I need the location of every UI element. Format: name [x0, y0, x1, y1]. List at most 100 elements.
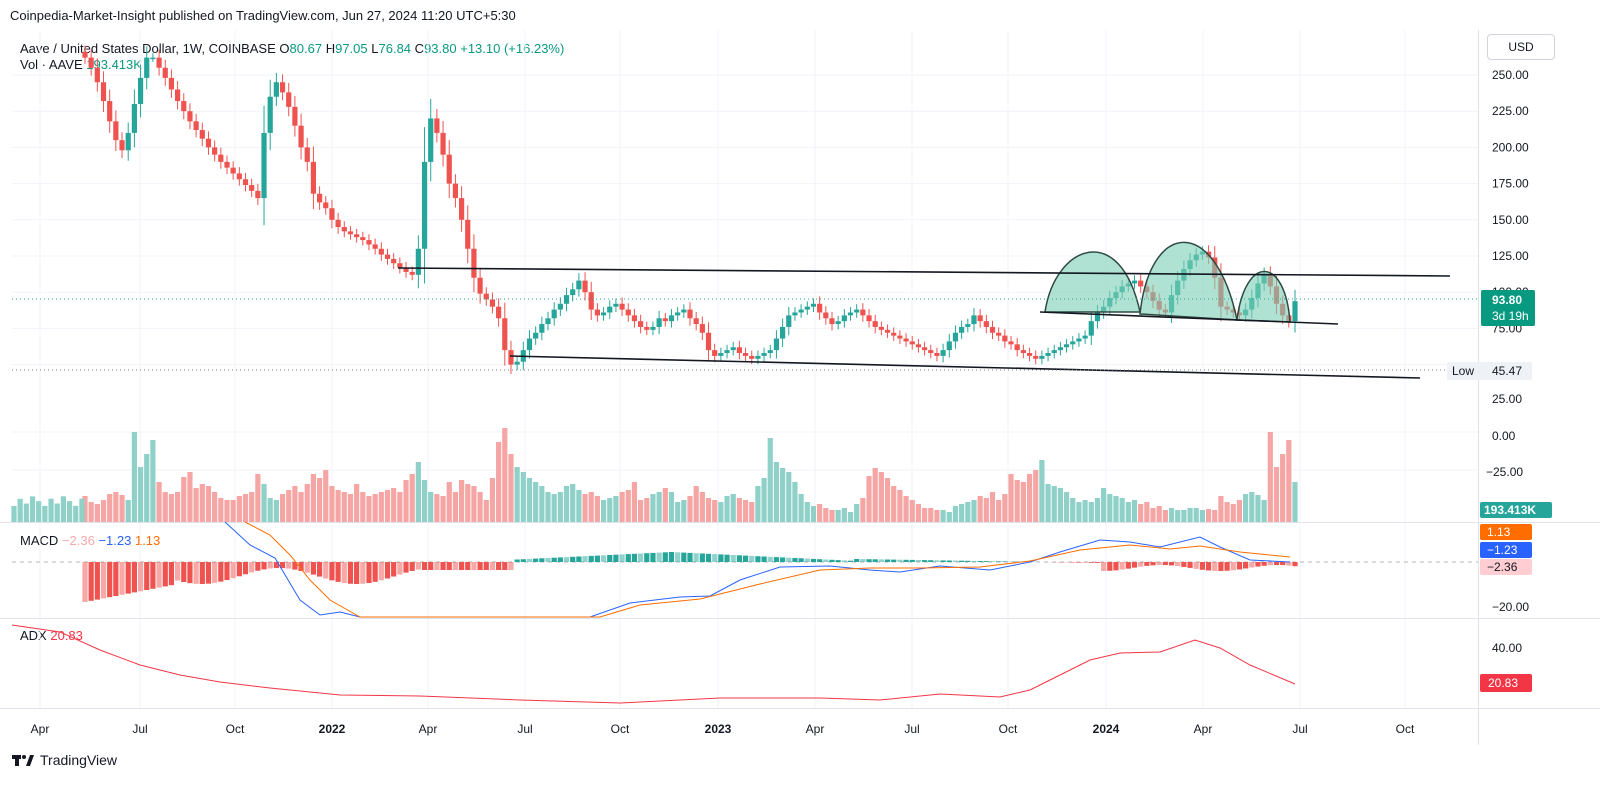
candle-body	[934, 353, 940, 356]
macd-histogram-bar	[1212, 562, 1218, 571]
volume-bar	[1101, 488, 1107, 522]
candle-body	[434, 118, 440, 133]
macd-histogram-bar	[582, 556, 588, 562]
candle-body	[817, 303, 823, 313]
currency-button[interactable]: USD	[1487, 34, 1555, 60]
macd-histogram-bar	[131, 562, 137, 593]
adx-tick-label: 40.00	[1492, 641, 1522, 655]
candle-body	[107, 101, 113, 122]
macd-histogram-bar	[631, 553, 638, 562]
candle-body	[273, 82, 279, 97]
candle-body	[175, 89, 181, 102]
macd-histogram-bar	[323, 562, 329, 579]
volume-legend: Vol · AAVE 193.413K	[20, 57, 142, 72]
volume-bar	[1045, 484, 1051, 522]
candle-body	[582, 280, 588, 293]
macd-histogram-bar	[1088, 562, 1094, 563]
volume-bar	[1076, 502, 1082, 522]
volume-bar	[255, 474, 261, 522]
macd-histogram-bar	[644, 553, 650, 562]
macd-histogram-bar	[440, 562, 446, 570]
volume-bar	[650, 494, 656, 522]
chart-canvas[interactable]: 250.00225.00200.00175.00150.00125.00100.…	[0, 0, 1600, 745]
volume-bar	[298, 492, 304, 522]
candle-body	[82, 51, 88, 58]
volume-bar	[11, 506, 17, 522]
candle-body	[218, 154, 224, 162]
macd-histogram-bar	[403, 562, 409, 573]
candle-body	[730, 347, 736, 351]
price-tick-label: −25.00	[1486, 465, 1523, 479]
volume-bar	[113, 492, 119, 522]
candle-body	[755, 355, 761, 359]
macd-histogram-bar	[1187, 562, 1193, 568]
candle-body	[310, 161, 317, 194]
candle-body	[1063, 344, 1070, 348]
macd-histogram-bar	[391, 562, 397, 577]
macd-histogram-bar	[1255, 562, 1261, 567]
candle-body	[749, 355, 755, 359]
macd-histogram-bar	[693, 553, 699, 562]
volume-bar	[780, 468, 786, 522]
time-tick-label: Apr	[1194, 722, 1213, 736]
volume-bar	[119, 495, 125, 522]
macd-histogram-bar	[687, 552, 693, 562]
macd-histogram-bar	[267, 562, 273, 569]
candle-body	[625, 309, 631, 316]
volume-bar	[181, 477, 187, 522]
candle-body	[502, 318, 508, 351]
macd-histogram-bar	[909, 559, 915, 562]
candle-body	[588, 292, 594, 310]
candle-body	[366, 240, 372, 245]
candle-body	[668, 315, 675, 322]
volume-bar	[675, 502, 681, 522]
macd-histogram-bar	[409, 562, 415, 571]
candle-body	[767, 350, 773, 354]
volume-bar	[804, 502, 810, 522]
candle-body	[236, 173, 242, 180]
price-tick-label: 125.00	[1492, 249, 1529, 263]
macd-histogram-bar	[996, 561, 1002, 562]
candle-body	[983, 321, 989, 327]
candle-body	[1020, 350, 1026, 354]
time-tick-label: Oct	[999, 722, 1018, 736]
volume-bar	[279, 494, 286, 522]
low-value: 76.84	[378, 41, 412, 56]
volume-bar	[594, 496, 600, 522]
macd-histogram-bar	[817, 559, 823, 562]
volume-bar	[131, 432, 137, 522]
volume-bar	[409, 474, 415, 522]
volume-bar	[1082, 500, 1088, 522]
volume-bar	[378, 492, 384, 522]
volume-bar	[483, 500, 489, 522]
candle-body	[872, 321, 878, 327]
candle-body	[1138, 280, 1144, 287]
candle-body	[261, 132, 267, 199]
volume-bar	[372, 494, 378, 522]
volume-bar	[292, 486, 298, 522]
candle-body	[1076, 338, 1082, 342]
time-tick-label: 2023	[705, 722, 732, 736]
candle-body	[329, 208, 335, 220]
head-shoulders-pattern	[1044, 241, 1291, 323]
macd-histogram-bar	[903, 559, 909, 562]
macd-value-label: −1.23	[1487, 543, 1518, 557]
candle-body	[446, 154, 452, 184]
macd-histogram-bar	[742, 555, 749, 562]
macd-histogram-bar	[1292, 562, 1298, 567]
volume-bar	[23, 503, 29, 522]
candle-body	[705, 332, 712, 351]
macd-histogram-bar	[1162, 562, 1168, 566]
time-tick-label: Apr	[31, 722, 50, 736]
volume-bar	[699, 492, 705, 522]
candle-body	[940, 350, 946, 356]
volume-bar	[841, 508, 847, 522]
volume-bar	[17, 498, 23, 522]
volume-bar	[218, 498, 224, 522]
candle-body	[675, 312, 681, 316]
candle-body	[212, 147, 218, 155]
macd-histogram-bar	[1224, 562, 1230, 571]
macd-histogram-bar	[878, 559, 884, 562]
macd-histogram-bar	[755, 556, 761, 562]
volume-bar	[989, 492, 996, 522]
